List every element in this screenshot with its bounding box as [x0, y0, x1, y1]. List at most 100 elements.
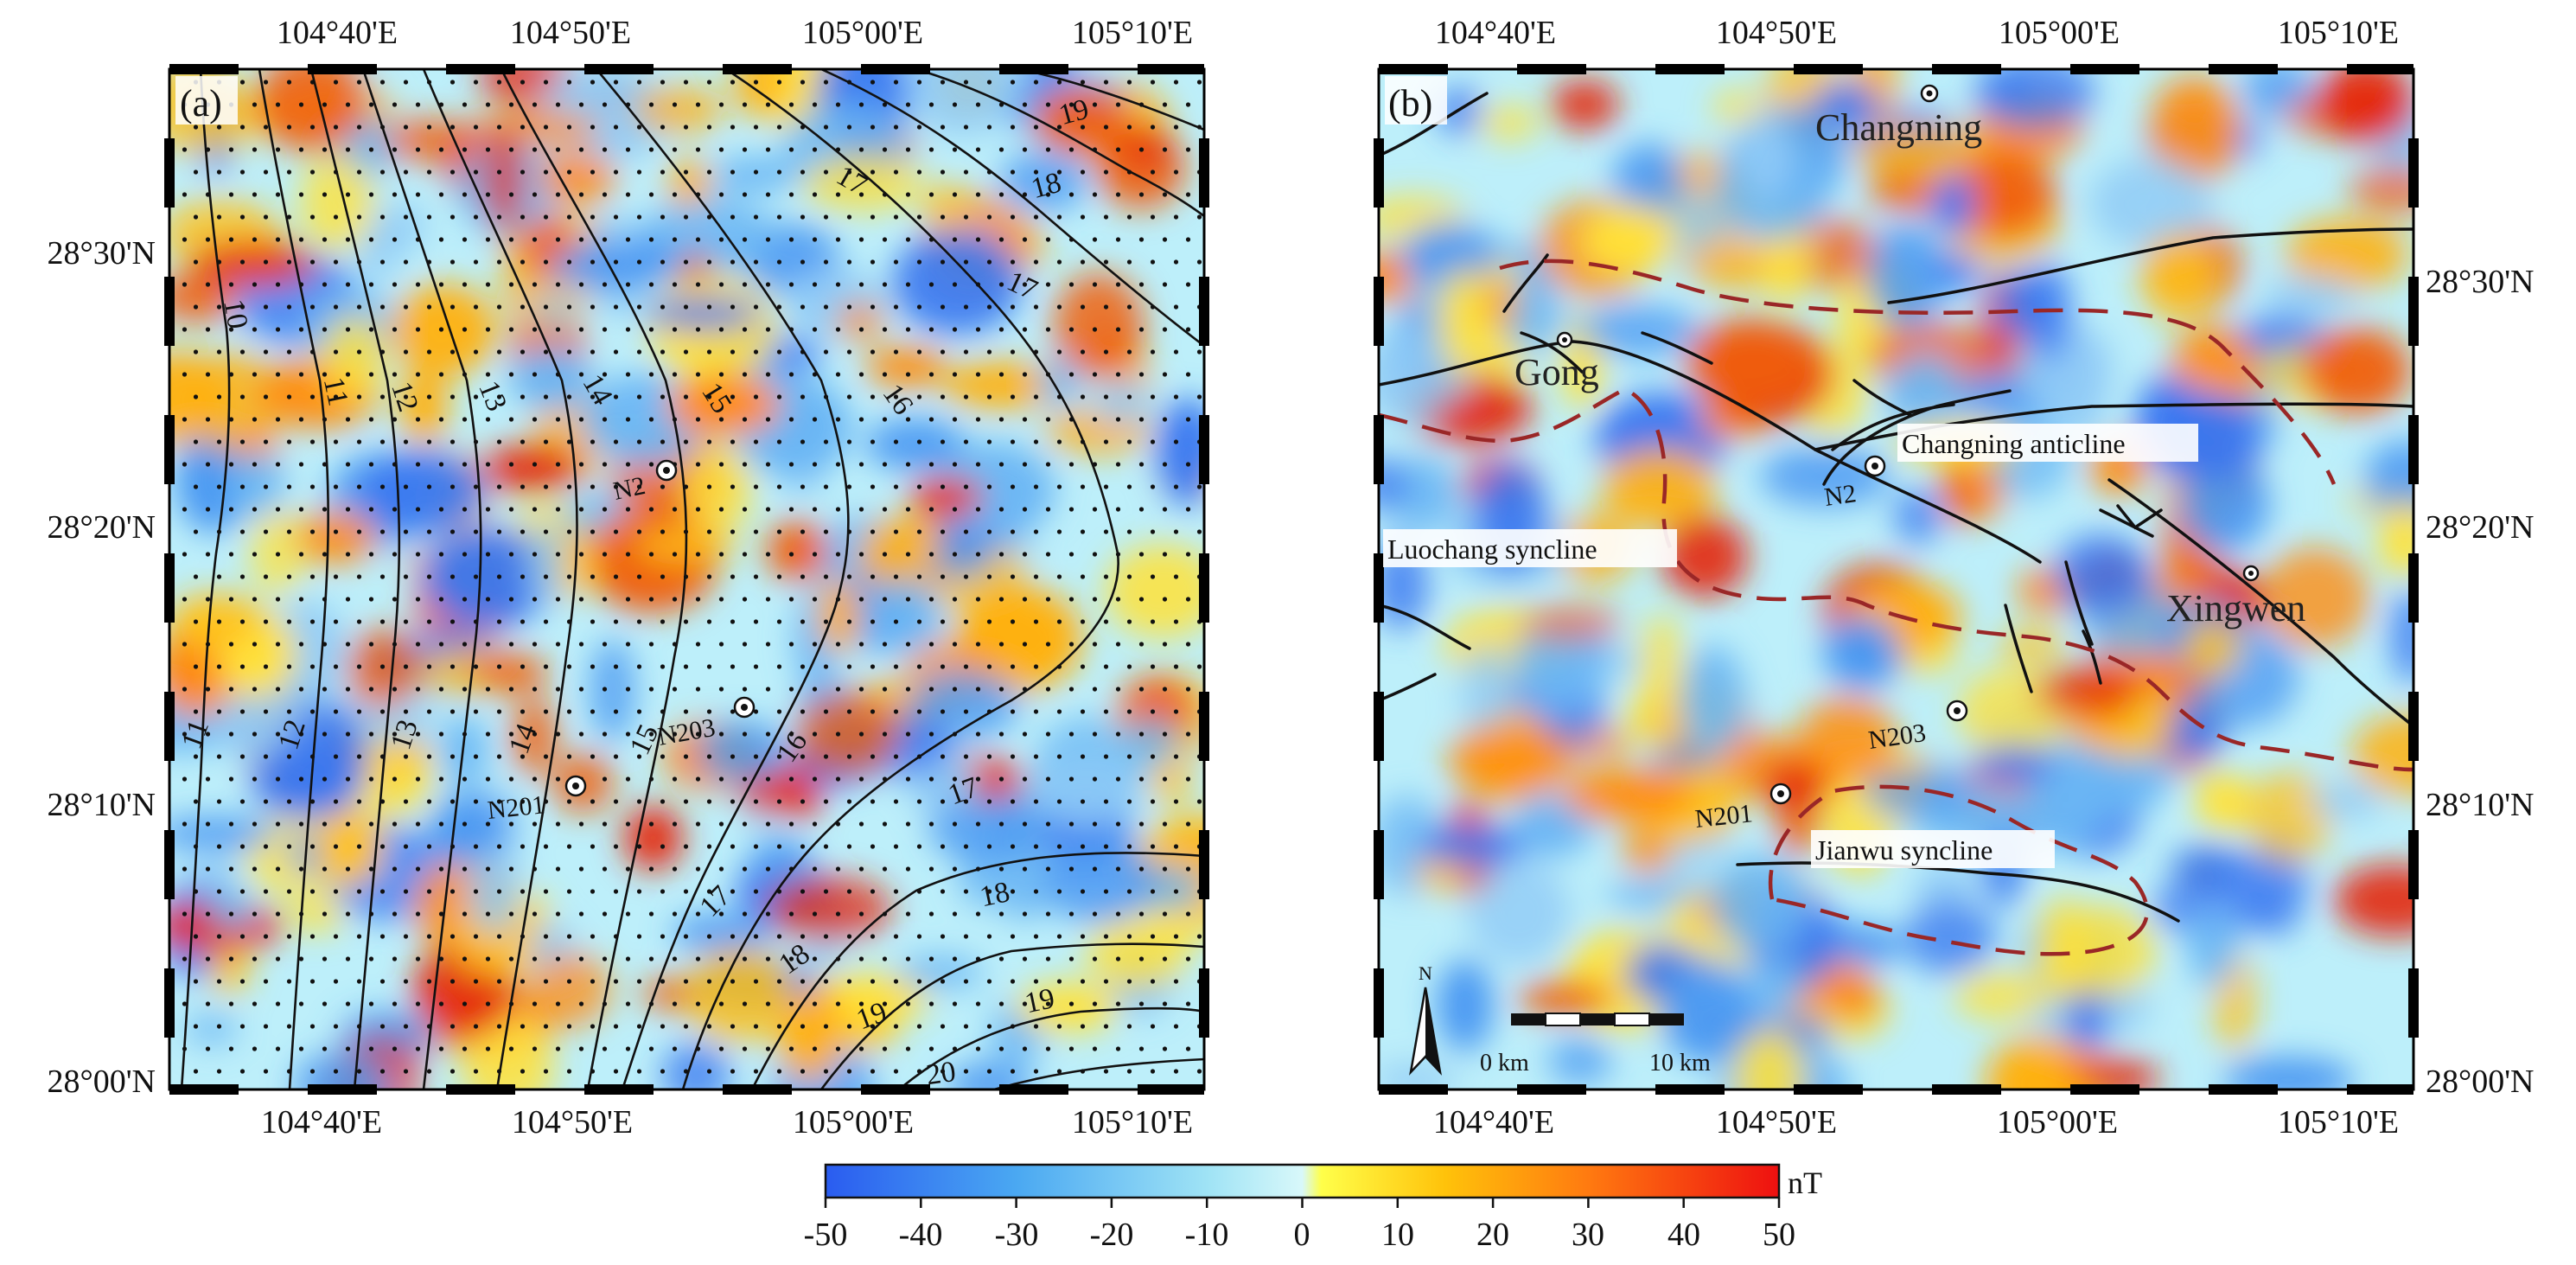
- station-dot: [1068, 462, 1074, 467]
- station-dot: [252, 237, 258, 242]
- anomaly-patch: [185, 350, 284, 453]
- station-dot: [1092, 552, 1098, 557]
- station-dot: [870, 214, 876, 220]
- station-dot: [1162, 507, 1168, 512]
- station-dot: [450, 259, 456, 265]
- station-dot: [776, 664, 782, 669]
- anomaly-patch: [390, 283, 497, 379]
- station-dot: [776, 394, 782, 399]
- station-dot: [403, 439, 409, 444]
- station-dot: [1185, 507, 1191, 512]
- station-dot: [706, 934, 712, 939]
- station-dot: [1056, 799, 1062, 804]
- station-dot: [812, 147, 818, 152]
- station-dot: [543, 529, 549, 534]
- station-dot: [986, 80, 992, 85]
- tick-label: 105°00'E: [793, 1104, 914, 1140]
- station-dot: [555, 776, 561, 782]
- anomaly-patch: [1032, 764, 1142, 825]
- station-dot: [683, 125, 689, 130]
- station-dot: [1022, 462, 1028, 467]
- station-dot: [275, 147, 281, 152]
- anomaly-patch: [295, 511, 377, 565]
- station-dot: [345, 507, 351, 512]
- station-dot: [742, 507, 748, 512]
- anomaly-patch: [2187, 907, 2237, 987]
- station-dot: [625, 911, 631, 917]
- station-dot: [333, 1069, 339, 1074]
- station-dot: [403, 304, 409, 310]
- station-dot: [765, 732, 771, 737]
- station-dot: [1150, 1069, 1156, 1074]
- station-dot: [905, 911, 911, 917]
- station-dot: [963, 754, 969, 759]
- anomaly-patch: [548, 244, 682, 290]
- station-dot: [893, 934, 899, 939]
- station-dot: [998, 282, 1004, 287]
- station-dot: [636, 619, 642, 624]
- station-dot: [963, 439, 969, 444]
- tick-label: 28°20'N: [2426, 509, 2535, 546]
- colorbar-tick-label: -20: [1090, 1217, 1134, 1253]
- frame-tick-bar: [1374, 968, 1384, 1038]
- station-dot: [345, 282, 351, 287]
- station-dot: [555, 417, 561, 422]
- station-dot: [462, 462, 468, 467]
- station-dot: [438, 237, 444, 242]
- station-dot: [870, 754, 876, 759]
- frame-tick-bar: [2347, 64, 2413, 74]
- station-dot: [905, 776, 911, 782]
- station-dot: [928, 372, 934, 377]
- station-dot: [823, 664, 829, 669]
- frame-tick-bar: [584, 1084, 654, 1095]
- station-dot: [450, 394, 456, 399]
- station-dot: [333, 664, 339, 669]
- station-dot: [426, 844, 432, 849]
- panel-a-tick-bars: [164, 64, 1209, 1095]
- station-dot: [998, 147, 1004, 152]
- station-dot: [1138, 911, 1145, 917]
- station-dot: [683, 304, 689, 310]
- station-dot: [765, 866, 771, 872]
- anomaly-patch: [1893, 488, 1942, 545]
- station-dot: [368, 102, 374, 107]
- station-dot: [1080, 484, 1086, 489]
- station-dot: [485, 462, 491, 467]
- station-dot: [1080, 259, 1086, 265]
- station-dot: [975, 911, 981, 917]
- station-dot: [403, 80, 409, 85]
- station-dot: [835, 1046, 841, 1051]
- station-dot: [228, 687, 234, 692]
- station-dot: [438, 687, 444, 692]
- frame-tick-bar: [999, 64, 1068, 74]
- station-dot: [870, 125, 876, 130]
- frame-tick-bar: [1932, 64, 2001, 74]
- station-dot: [776, 934, 782, 939]
- station-dot: [543, 439, 549, 444]
- frame-tick-bar: [1199, 415, 1209, 484]
- station-dot: [706, 529, 712, 534]
- station-dot: [753, 169, 759, 175]
- station-dot: [1022, 1046, 1028, 1051]
- station-dot: [345, 956, 351, 962]
- station-dot: [333, 529, 339, 534]
- station-dot: [1150, 214, 1156, 220]
- anomaly-patch: [316, 810, 381, 885]
- anomaly-patch: [2350, 164, 2413, 215]
- station-dot: [216, 664, 222, 669]
- station-dot: [438, 417, 444, 422]
- station-dot: [870, 169, 876, 175]
- station-dot: [566, 889, 572, 894]
- anomaly-patch: [2302, 327, 2411, 414]
- station-dot: [695, 776, 701, 782]
- station-dot: [1126, 934, 1132, 939]
- station-dot: [753, 574, 759, 579]
- station-dot: [578, 507, 584, 512]
- station-dot: [1045, 911, 1051, 917]
- station-dot: [1022, 327, 1028, 332]
- station-dot: [333, 349, 339, 355]
- station-dot: [928, 866, 934, 872]
- station-dot: [1068, 282, 1074, 287]
- tick-label: 105°10'E: [1072, 1104, 1193, 1140]
- station-dot: [532, 372, 538, 377]
